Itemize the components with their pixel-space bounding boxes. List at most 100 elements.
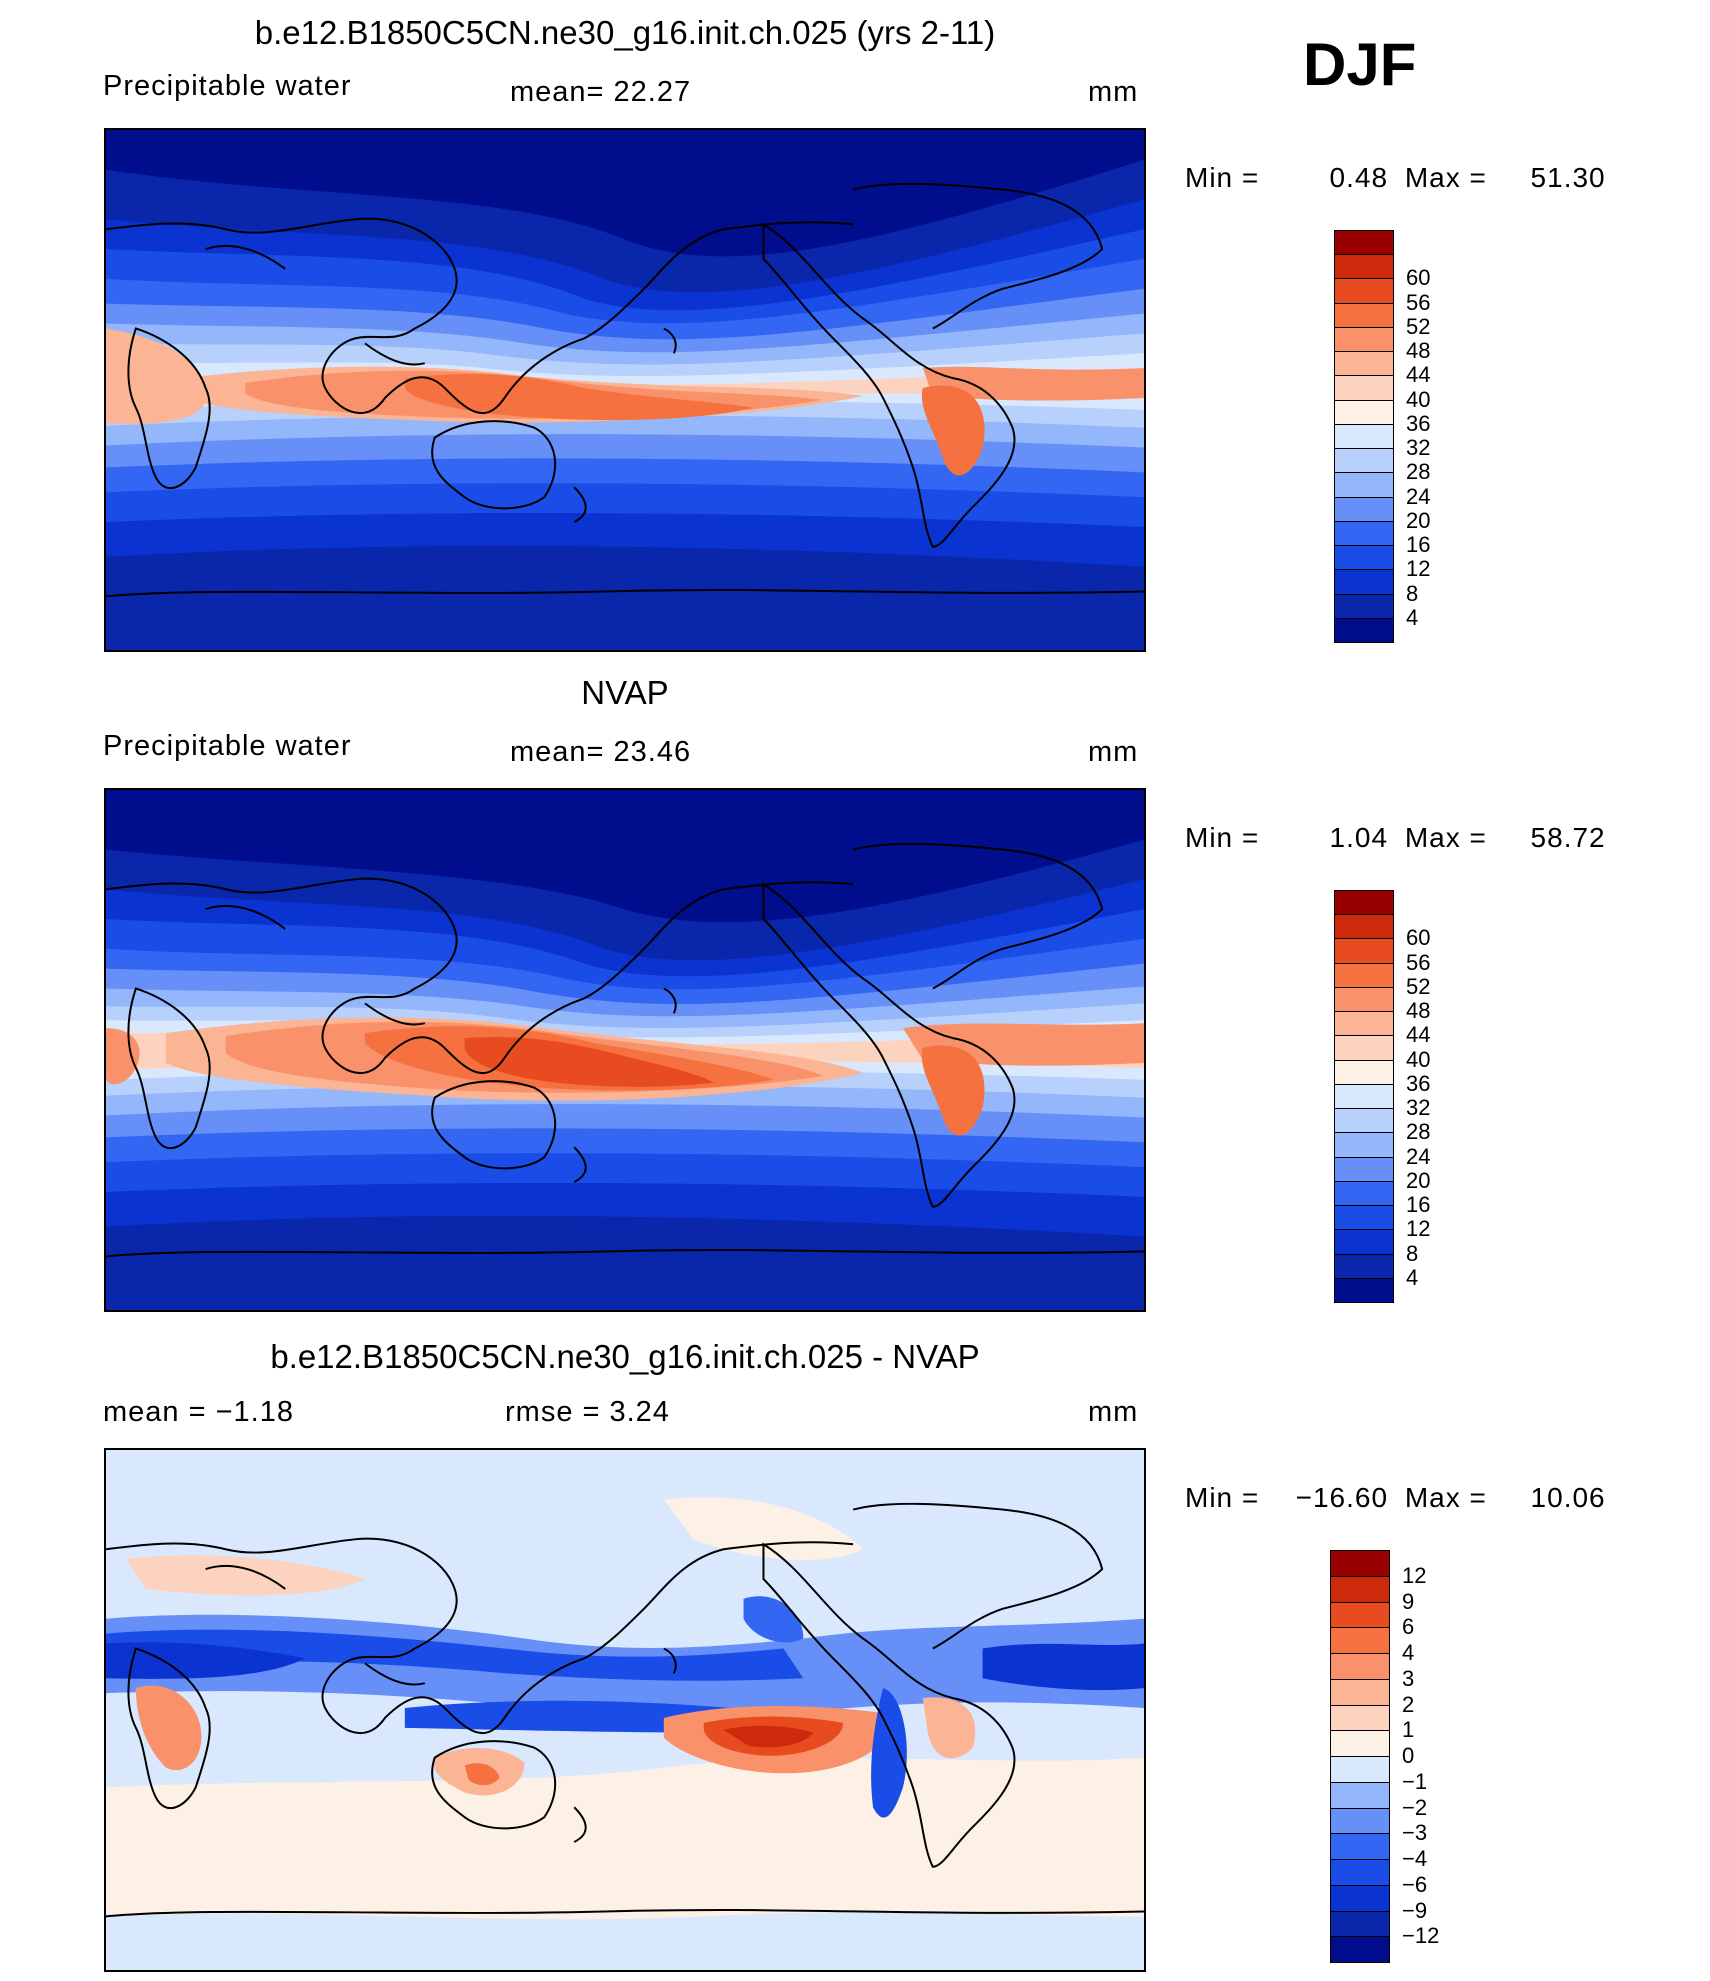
colorbar-swatch xyxy=(1334,351,1394,377)
colorbar-swatch xyxy=(1330,1550,1390,1577)
variable-label: Precipitable water xyxy=(103,70,352,102)
colorbar-swatch xyxy=(1334,1035,1394,1061)
colorbar-label: 9 xyxy=(1402,1588,1415,1614)
colorbar-swatch xyxy=(1330,1781,1390,1809)
colorbar-swatch xyxy=(1334,326,1394,353)
colorbar-label: 20 xyxy=(1406,1167,1431,1193)
colorbar-model: 60 56 52 48 44 40 36 32 28 24 20 16 12 8 4 xyxy=(1334,230,1454,643)
colorbar-swatch xyxy=(1334,423,1394,450)
colorbar-label: 20 xyxy=(1406,507,1431,533)
units-label: mm xyxy=(1088,76,1139,108)
colorbar-swatch xyxy=(1334,1083,1394,1110)
panel-title: NVAP xyxy=(581,674,669,711)
colorbar-swatch xyxy=(1334,1108,1394,1134)
colorbar-label: 1 xyxy=(1402,1717,1415,1743)
colorbar-swatch xyxy=(1330,1807,1390,1835)
max-label: Max = xyxy=(1404,162,1487,193)
colorbar-label: −3 xyxy=(1402,1820,1428,1846)
colorbar-swatch xyxy=(1330,1910,1390,1938)
colorbar-label: 4 xyxy=(1402,1640,1415,1665)
colorbar-swatch xyxy=(1330,1756,1390,1783)
min-label: Min = xyxy=(1185,822,1260,853)
panel-title: b.e12.B1850C5CN.ne30_g16.init.ch.025 (yr… xyxy=(254,14,996,51)
colorbar-swatch xyxy=(1334,520,1394,547)
colorbar-label: −6 xyxy=(1402,1871,1428,1897)
max-value: 58.72 xyxy=(1530,822,1606,853)
max-label: Max = xyxy=(1404,1482,1487,1513)
colorbar-label: 12 xyxy=(1406,556,1431,582)
colorbar-label: 56 xyxy=(1406,289,1431,315)
min-value: 0.48 xyxy=(1329,162,1389,193)
colorbar-swatch xyxy=(1334,569,1394,595)
contour-map-difference xyxy=(106,1450,1144,1970)
colorbar-label: 4 xyxy=(1406,1264,1419,1290)
mean-label: mean= 23.46 xyxy=(510,736,692,768)
colorbar-label: 0 xyxy=(1402,1743,1415,1768)
colorbar-label: 32 xyxy=(1406,435,1431,461)
colorbar-label: 8 xyxy=(1406,580,1419,606)
units-label: mm xyxy=(1088,736,1139,768)
variable-label: Precipitable water xyxy=(103,730,352,762)
colorbar-swatch xyxy=(1330,1884,1390,1912)
colorbar-label: 60 xyxy=(1406,925,1431,951)
mean-label: mean= 22.27 xyxy=(510,76,692,108)
colorbar-label: 16 xyxy=(1406,532,1431,558)
colorbar-label: 44 xyxy=(1406,1022,1431,1048)
min-label: Min = xyxy=(1185,1482,1260,1513)
colorbar-swatch xyxy=(1334,962,1394,988)
colorbar-swatch xyxy=(1334,1277,1394,1303)
colorbar-label: 52 xyxy=(1406,973,1431,999)
colorbar-label: −9 xyxy=(1402,1897,1428,1923)
colorbar-label: 28 xyxy=(1406,459,1431,485)
colorbar-swatch xyxy=(1330,1859,1390,1886)
colorbar-swatch xyxy=(1334,1156,1394,1182)
panel-title: b.e12.B1850C5CN.ne30_g16.init.ch.025 - N… xyxy=(270,1338,980,1375)
colorbar-label: 36 xyxy=(1406,1070,1431,1096)
colorbar-swatch xyxy=(1334,254,1394,280)
rmse-label: rmse = 3.24 xyxy=(505,1396,670,1428)
map-observation xyxy=(104,788,1146,1312)
colorbar-swatch xyxy=(1334,890,1394,916)
colorbar-swatch xyxy=(1334,230,1394,256)
colorbar-swatch xyxy=(1334,938,1394,964)
colorbar-swatch xyxy=(1330,1730,1390,1757)
max-value: 10.06 xyxy=(1530,1482,1606,1513)
colorbar-swatch xyxy=(1334,375,1394,401)
colorbar-label: 32 xyxy=(1406,1095,1431,1121)
colorbar-label: 12 xyxy=(1402,1562,1427,1588)
colorbar-label: 44 xyxy=(1406,362,1431,388)
colorbar-swatch xyxy=(1334,496,1394,522)
colorbar-label: 40 xyxy=(1406,1046,1431,1072)
colorbar-label: −1 xyxy=(1402,1768,1428,1794)
colorbar-swatch xyxy=(1334,1205,1394,1231)
colorbar-label: 3 xyxy=(1402,1665,1415,1691)
min-value: 1.04 xyxy=(1329,822,1389,853)
colorbar-label: −4 xyxy=(1402,1846,1428,1871)
colorbar-swatch xyxy=(1334,593,1394,619)
colorbar-swatch xyxy=(1330,1678,1390,1706)
colorbar-swatch xyxy=(1330,1575,1390,1603)
colorbar-swatch xyxy=(1334,278,1394,304)
colorbar-label: 4 xyxy=(1406,604,1419,630)
colorbar-label: −12 xyxy=(1402,1923,1440,1949)
colorbar-label: 2 xyxy=(1402,1691,1415,1717)
colorbar-swatch xyxy=(1334,448,1394,474)
colorbar-swatch xyxy=(1330,1653,1390,1680)
minmax-readout: Min = −16.60 Max = 10.06 xyxy=(1185,1482,1606,1514)
colorbar-label: 36 xyxy=(1406,410,1431,436)
colorbar-label: 56 xyxy=(1406,949,1431,975)
colorbar-label: 48 xyxy=(1406,998,1431,1024)
colorbar-label: −2 xyxy=(1402,1794,1428,1820)
colorbar-swatch xyxy=(1334,617,1394,643)
colorbar-label: 28 xyxy=(1406,1119,1431,1145)
minmax-readout: Min = 1.04 Max = 58.72 xyxy=(1185,822,1606,854)
contour-map-model xyxy=(106,130,1144,650)
colorbar-label: 40 xyxy=(1406,386,1431,412)
colorbar-swatch xyxy=(1334,1229,1394,1255)
colorbar-swatch xyxy=(1334,1011,1394,1037)
colorbar-swatch xyxy=(1330,1936,1390,1963)
colorbar-swatch xyxy=(1330,1704,1390,1732)
colorbar-label: 52 xyxy=(1406,313,1431,339)
colorbar-swatch xyxy=(1334,399,1394,425)
colorbar-swatch xyxy=(1334,914,1394,940)
